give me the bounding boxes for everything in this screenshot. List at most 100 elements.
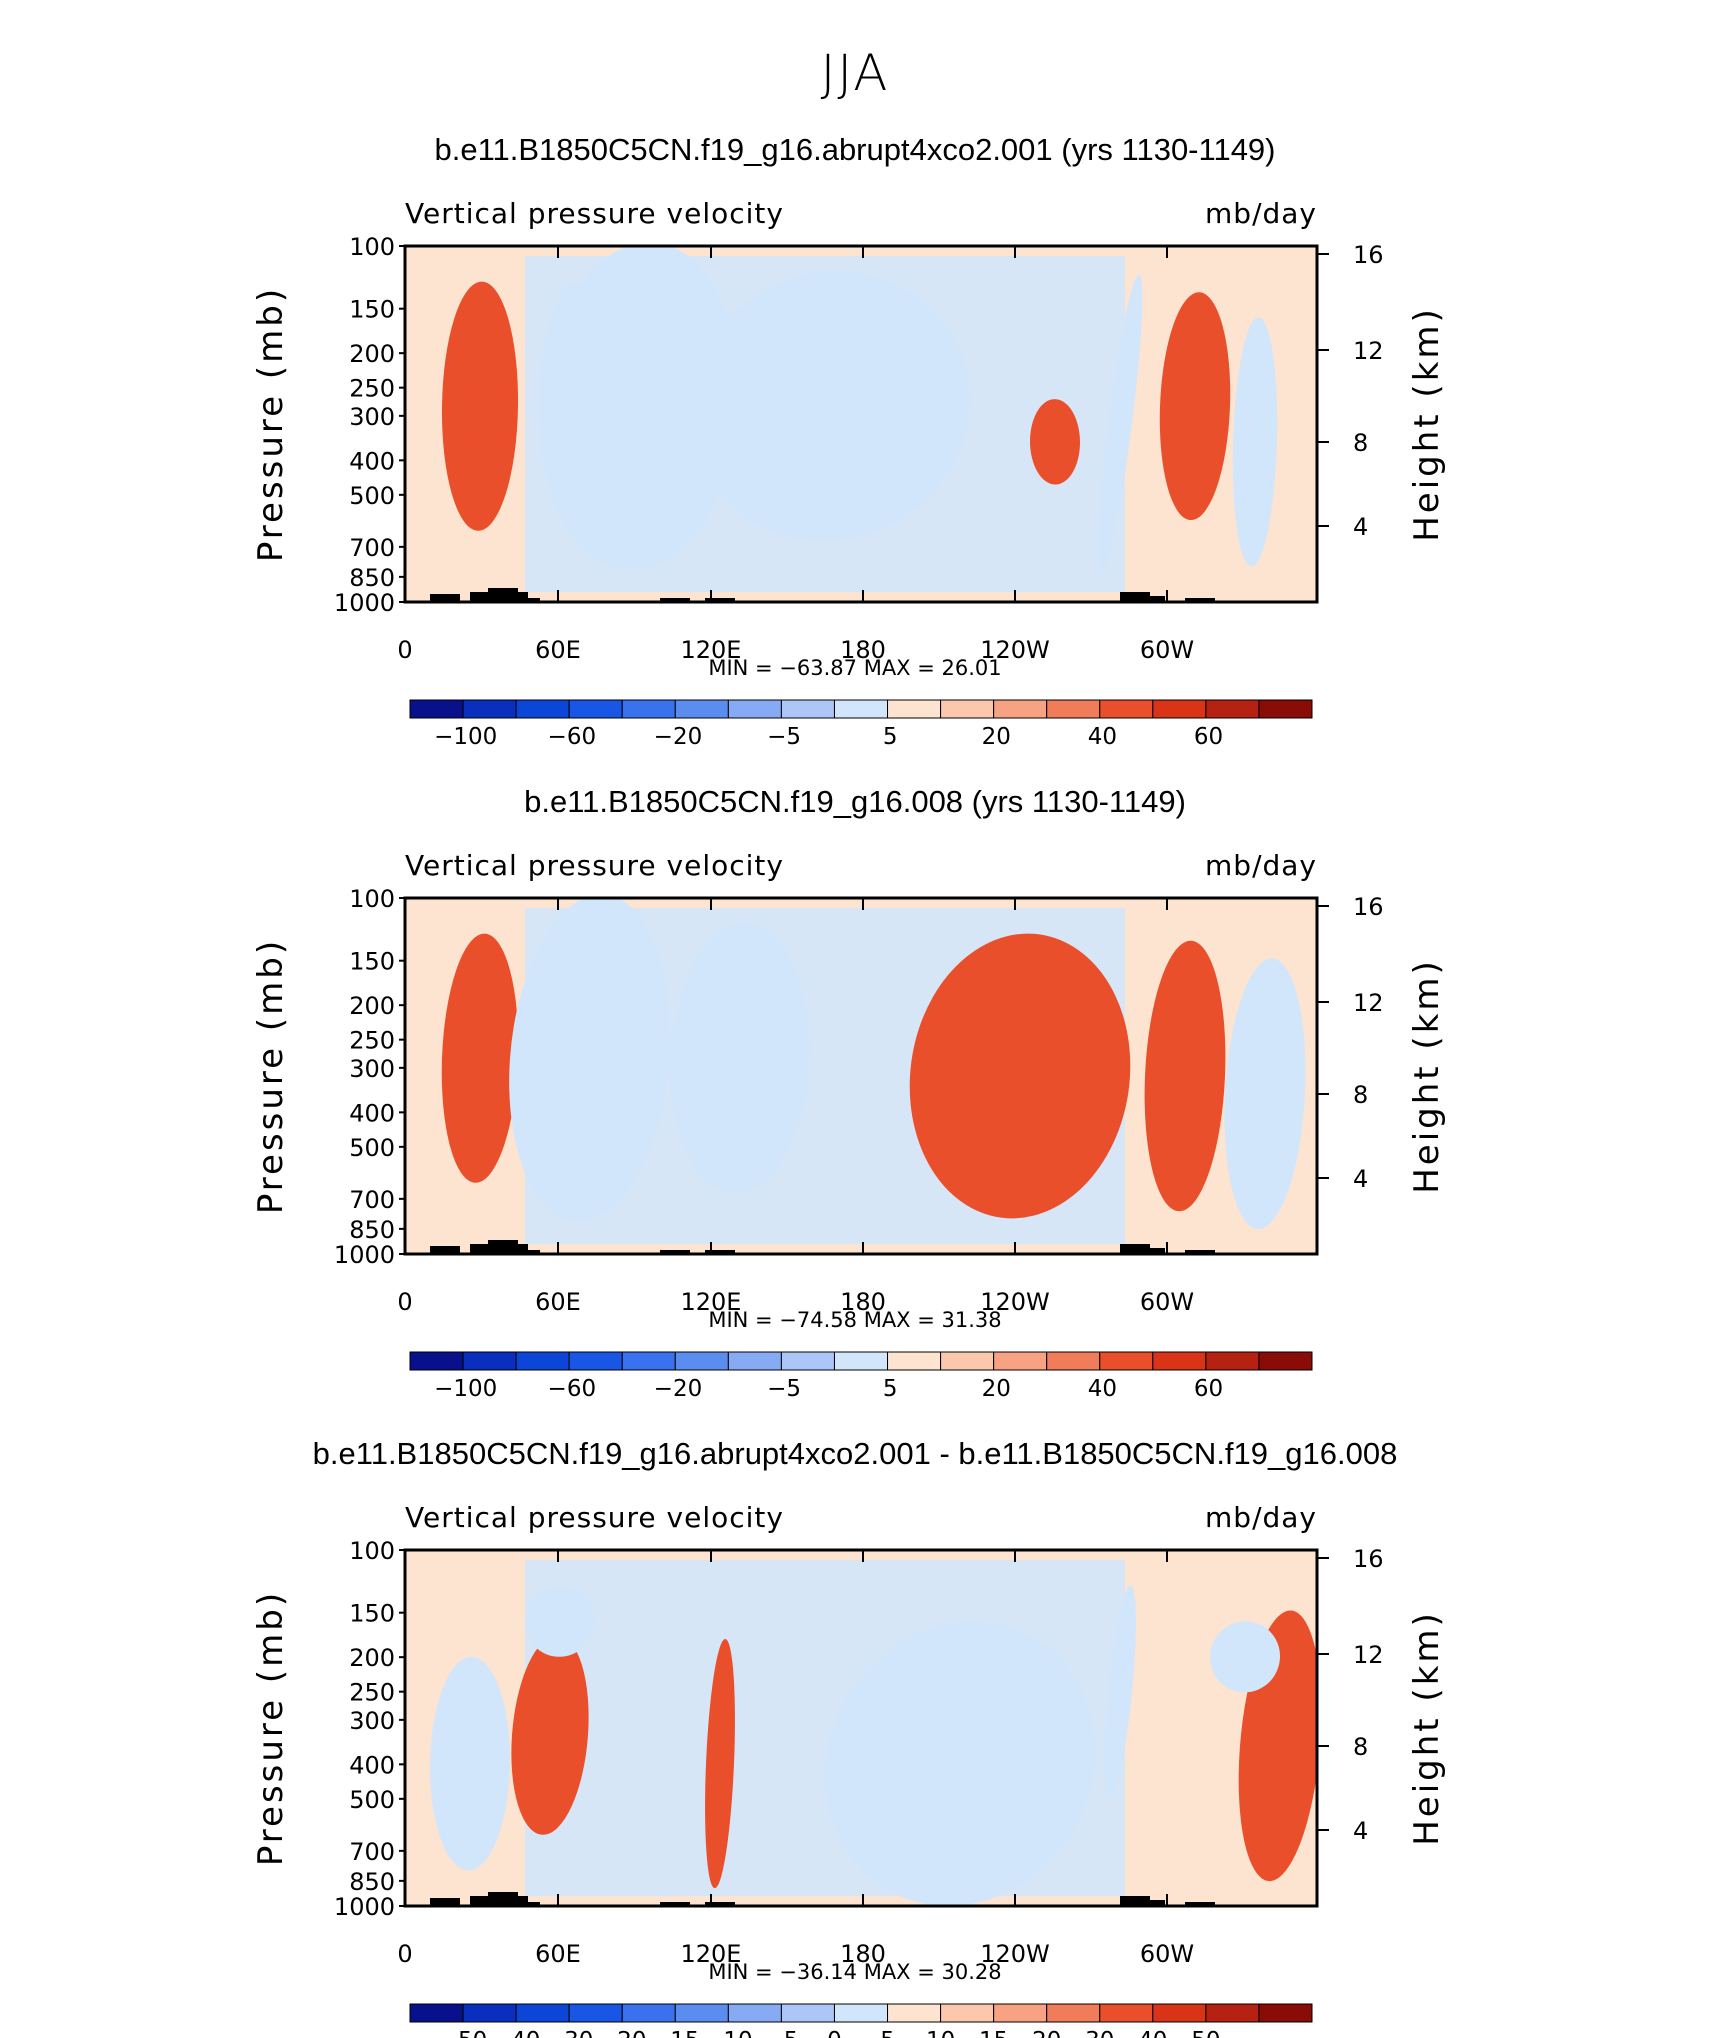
colorbar-label: 10 (926, 2028, 955, 2038)
topography (498, 1896, 528, 1906)
contour-field (405, 1550, 1317, 1906)
colorbar-box (1258, 2003, 1313, 2023)
contour-field (405, 898, 1317, 1254)
colorbar-box (1099, 2003, 1154, 2023)
colorbar-box (568, 2003, 623, 2023)
topography (510, 598, 540, 602)
colorbar-box (940, 2003, 995, 2023)
figure-title: JJA (820, 44, 890, 102)
y-axis-label: Pressure (mb) (251, 286, 291, 562)
x-tick-label: 120W (980, 636, 1050, 664)
colorbar-label: 50 (1191, 2028, 1220, 2038)
y-tick-label: 500 (349, 1134, 395, 1162)
x-tick-label: 120W (980, 1288, 1050, 1316)
y2-axis-label: Height (km) (1407, 306, 1447, 542)
colorbar-box (621, 2003, 676, 2023)
colorbar-label: −15 (651, 2028, 700, 2038)
contour-region (1097, 274, 1143, 574)
colorbar-box (780, 699, 835, 719)
y-tick-label: 300 (349, 1055, 395, 1083)
colorbar-label: 5 (883, 724, 898, 750)
topography (1185, 598, 1215, 602)
colorbar-box (1205, 1351, 1260, 1371)
colorbar-box (887, 2003, 942, 2023)
colorbar-box (515, 1351, 570, 1371)
y-tick-label: 400 (349, 447, 395, 475)
x-tick-label: 60W (1140, 636, 1194, 664)
colorbar-label: −100 (434, 1376, 497, 1402)
y2-tick-label: 4 (1353, 513, 1368, 541)
colorbar-box (621, 699, 676, 719)
x-tick-label: 60E (535, 1940, 581, 1968)
colorbar-label: 60 (1194, 724, 1223, 750)
colorbar-box (568, 1351, 623, 1371)
colorbar-box (727, 2003, 782, 2023)
colorbar-box (462, 2003, 517, 2023)
panel-title: b.e11.B1850C5CN.f19_g16.abrupt4xco2.001 … (434, 132, 1275, 167)
topography (1135, 1900, 1165, 1906)
colorbar-label: −10 (704, 2028, 753, 2038)
units-label: mb/day (1205, 197, 1317, 230)
y-tick-label: 100 (349, 1537, 395, 1565)
contour-region (669, 922, 811, 1194)
y2-tick-label: 12 (1353, 337, 1384, 365)
topography (430, 594, 460, 602)
colorbar-box (727, 699, 782, 719)
colorbar-label: −60 (548, 1376, 597, 1402)
topography (510, 1902, 540, 1906)
colorbar-box (1099, 1351, 1154, 1371)
y-tick-label: 150 (349, 1600, 395, 1628)
colorbar-label: 5 (880, 2028, 895, 2038)
topography (705, 1902, 735, 1906)
colorbar-box (780, 2003, 835, 2023)
y-tick-label: 850 (349, 1868, 395, 1896)
colorbar-box (1099, 699, 1154, 719)
colorbar-label: −5 (767, 1376, 801, 1402)
variable-label: Vertical pressure velocity (405, 849, 784, 882)
colorbar-box (674, 1351, 729, 1371)
colorbar-label: −30 (545, 2028, 594, 2038)
colorbar-box (1205, 2003, 1260, 2023)
x-tick-label: 60E (535, 636, 581, 664)
y-tick-label: 300 (349, 403, 395, 431)
topography (1135, 596, 1165, 602)
y-tick-label: 150 (349, 296, 395, 324)
topography (660, 1250, 690, 1254)
contour-region (909, 933, 1131, 1219)
y-tick-label: 100 (349, 233, 395, 261)
topography (1135, 1248, 1165, 1254)
colorbar-label: −5 (767, 724, 801, 750)
y2-tick-label: 8 (1353, 429, 1368, 457)
colorbar-box (1258, 699, 1313, 719)
colorbar-label: −40 (492, 2028, 541, 2038)
contour-region (429, 1656, 511, 1871)
colorbar-box (887, 1351, 942, 1371)
colorbar-box (1046, 1351, 1101, 1371)
colorbar-box (409, 699, 464, 719)
plot-frame (403, 244, 1319, 604)
contour-region (524, 1585, 596, 1657)
colorbar-box (515, 2003, 570, 2023)
colorbar-box (887, 699, 942, 719)
colorbar-label: 20 (982, 724, 1011, 750)
contour-region (1029, 399, 1081, 485)
colorbar-box (940, 1351, 995, 1371)
colorbar-label: −50 (439, 2028, 488, 2038)
colorbar-box (1152, 2003, 1207, 2023)
y2-tick-label: 16 (1353, 893, 1384, 921)
y-tick-label: 250 (349, 375, 395, 403)
x-tick-label: 120W (980, 1940, 1050, 1968)
colorbar-label: 5 (883, 1376, 898, 1402)
units-label: mb/day (1205, 1501, 1317, 1534)
colorbar-box (462, 699, 517, 719)
y-tick-label: 850 (349, 1216, 395, 1244)
y-tick-label: 700 (349, 534, 395, 562)
colorbar-box (727, 1351, 782, 1371)
colorbar-box (1258, 1351, 1313, 1371)
y2-axis-label: Height (km) (1407, 958, 1447, 1194)
contour-region (689, 270, 971, 542)
colorbar-label: −5 (764, 2028, 798, 2038)
y2-tick-label: 12 (1353, 1641, 1384, 1669)
colorbar-box (621, 1351, 676, 1371)
y-tick-label: 150 (349, 948, 395, 976)
